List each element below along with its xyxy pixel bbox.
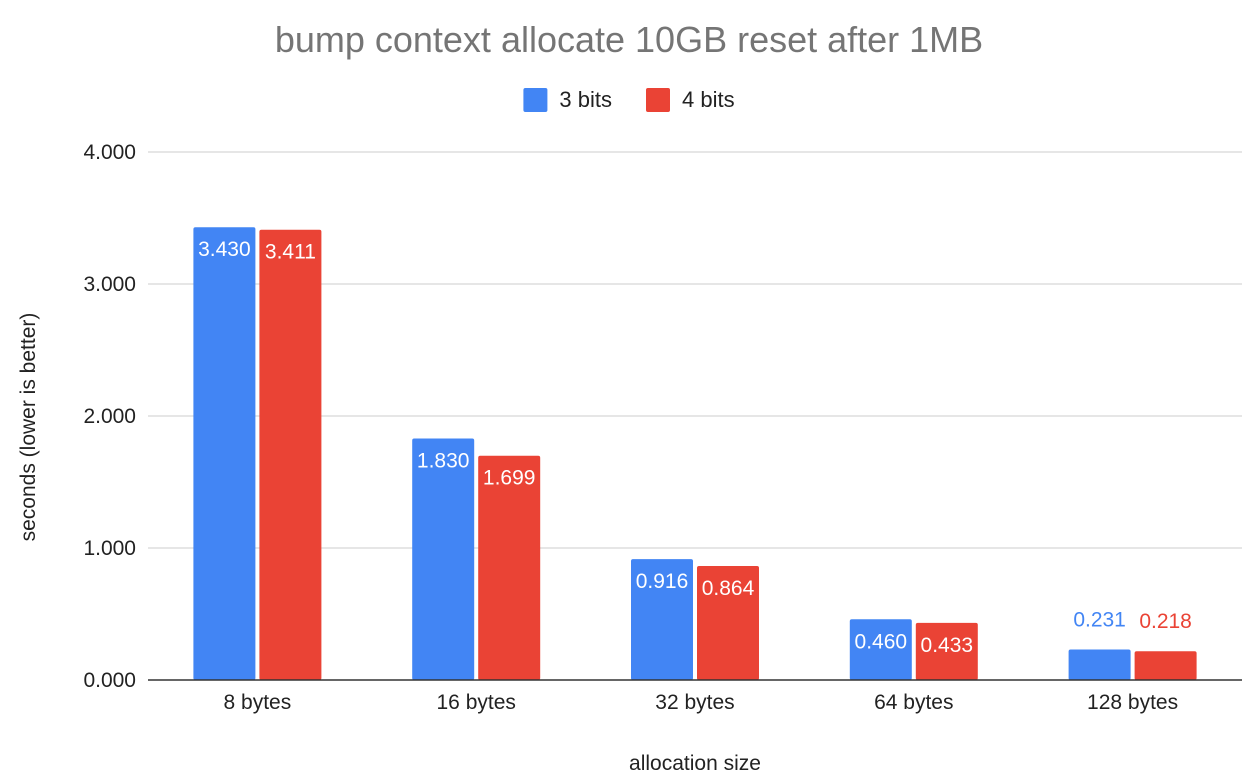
y-tick-label: 3.000 — [83, 273, 136, 296]
bar — [259, 229, 322, 681]
gridlines — [148, 151, 1242, 549]
x-axis-title: allocation size — [629, 752, 761, 772]
data-label: 0.864 — [702, 577, 755, 600]
bar — [915, 622, 978, 680]
legend-label: 3 bits — [559, 87, 612, 112]
data-label: 0.460 — [855, 630, 908, 653]
data-label: 0.916 — [636, 570, 689, 593]
x-tick-label: 16 bytes — [437, 691, 516, 714]
x-tick-label: 64 bytes — [874, 691, 953, 714]
bars — [193, 227, 1197, 681]
y-axis-ticks: 0.000 1.000 2.000 3.000 4.000 — [83, 141, 136, 692]
x-tick-label: 8 bytes — [224, 691, 292, 714]
x-axis-ticks: 8 bytes 16 bytes 32 bytes 64 bytes 128 bytes — [224, 691, 1179, 714]
x-tick-label: 32 bytes — [655, 691, 734, 714]
data-label: 0.231 — [1073, 609, 1126, 632]
y-tick-label: 1.000 — [83, 537, 136, 560]
legend-item: 4 bits — [646, 87, 735, 112]
data-label: 0.218 — [1139, 610, 1192, 633]
data-label: 3.430 — [198, 238, 251, 261]
y-axis-title: seconds (lower is better) — [17, 313, 40, 542]
y-tick-label: 0.000 — [83, 669, 136, 692]
chart-title: bump context allocate 10GB reset after 1… — [275, 19, 983, 60]
data-labels: 3.430 3.411 1.830 1.699 0.916 0.864 0.460 0.433… — [198, 238, 1192, 657]
x-tick-label: 128 bytes — [1087, 691, 1178, 714]
y-tick-label: 2.000 — [83, 405, 136, 428]
bar — [697, 565, 759, 680]
legend-swatch — [646, 88, 670, 112]
data-label: 1.830 — [417, 449, 470, 472]
data-label: 1.699 — [483, 467, 536, 490]
legend-label: 4 bits — [682, 87, 735, 112]
bar — [1134, 651, 1197, 680]
legend-item: 3 bits — [523, 87, 612, 112]
bar — [478, 455, 541, 680]
bar — [412, 438, 475, 680]
y-tick-label: 4.000 — [83, 141, 136, 164]
bar — [849, 619, 912, 680]
bar — [1068, 649, 1131, 680]
legend: 3 bits 4 bits — [523, 87, 735, 112]
data-label: 3.411 — [265, 241, 316, 264]
legend-swatch — [523, 88, 548, 112]
data-label: 0.433 — [921, 634, 974, 657]
bar — [631, 559, 693, 680]
bar — [193, 227, 256, 681]
